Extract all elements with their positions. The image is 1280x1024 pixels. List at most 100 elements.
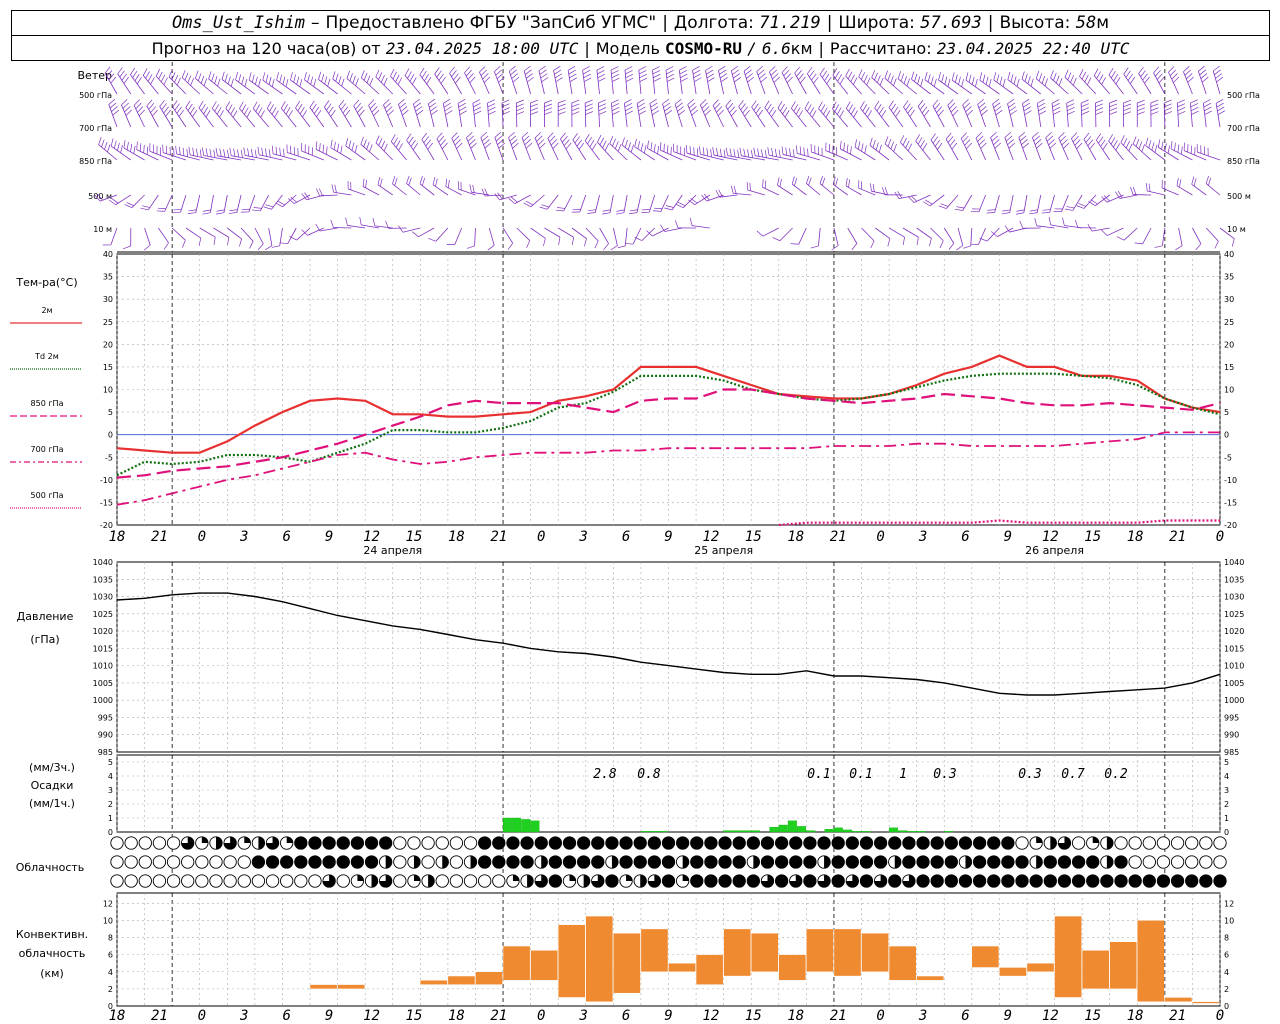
wind-barb-feather: [887, 238, 891, 247]
wind-barb-feather: [664, 106, 672, 112]
wind-barb-feather: [276, 72, 279, 81]
cloud-circle: [152, 836, 167, 850]
wind-barb-feather: [140, 207, 149, 211]
wind-barb-feather: [1183, 66, 1190, 73]
cloud-cover-symbol: [774, 874, 789, 888]
wind-barb-feather: [825, 110, 831, 118]
cloud-circle: [393, 836, 407, 850]
wind-barb-feather: [890, 141, 895, 150]
precip-unit-top: (мм/3ч.): [29, 761, 75, 774]
wind-barb-feather: [991, 231, 998, 237]
conv-tick-right: 2: [1224, 985, 1229, 994]
wind-barb-feather: [1049, 142, 1057, 149]
wind-barb-feather: [949, 102, 956, 110]
wind-barb-shaft: [1132, 143, 1152, 161]
wind-barb-shaft: [847, 227, 858, 244]
wind-barb-feather: [330, 219, 334, 228]
model-label: Модель: [595, 38, 660, 58]
wind-barb-feather: [893, 78, 897, 86]
wind-barb-shaft: [324, 106, 338, 128]
wind-level-label-right: 700 гПа: [1227, 124, 1260, 133]
cloud-fill: [789, 855, 802, 869]
cloud-cover-symbol: [930, 855, 944, 869]
wind-barb-feather: [163, 106, 169, 114]
wind-barb-feather: [539, 206, 548, 210]
wind-barb-feather: [756, 230, 764, 237]
cloud-cover-symbol: [237, 855, 251, 869]
wind-barb-feather: [257, 146, 260, 155]
wind-barb-feather: [473, 106, 481, 112]
wind-barb-shaft: [1120, 142, 1138, 161]
conv-cloud-bar: [695, 954, 724, 985]
cloud-cover-symbol: [732, 836, 746, 850]
wind-barb-feather: [864, 107, 870, 115]
wind-barb-feather: [598, 107, 607, 112]
wind-barb-shaft: [136, 149, 159, 161]
wind-barb-shaft: [108, 104, 118, 128]
wind-barb-feather: [175, 145, 177, 154]
conv-cloud-bar: [475, 971, 503, 985]
wind-barb-feather: [516, 103, 524, 108]
wind-barb-feather: [902, 237, 905, 246]
cloud-fill: [718, 874, 732, 888]
wind-barb-feather: [466, 132, 473, 139]
wind-barb-feather: [261, 147, 264, 156]
wind-barb-feather: [569, 77, 578, 82]
cloud-fill: [704, 874, 718, 888]
cloud-fill: [733, 836, 746, 850]
wind-barb-feather: [299, 78, 303, 87]
wind-barb-shaft: [99, 194, 118, 202]
cloud-fill: [1086, 855, 1099, 869]
wind-barb-feather: [466, 245, 475, 249]
cloud-circle: [393, 855, 407, 869]
wind-barb-shaft: [700, 153, 724, 161]
wind-barb-feather: [869, 183, 872, 192]
wind-barb-feather: [484, 188, 489, 196]
wind-barb-feather: [335, 73, 339, 82]
wind-barb-feather: [585, 103, 593, 108]
wind-barb-feather: [524, 139, 531, 146]
cloud-fill: [492, 836, 506, 850]
wind-barb-shaft: [398, 104, 407, 128]
wind-barb-feather: [1052, 103, 1060, 108]
wind-barb-feather: [893, 106, 899, 114]
wind-barb-feather: [419, 67, 425, 75]
wind-barb-feather: [137, 106, 144, 113]
wind-barb-feather: [555, 77, 563, 83]
cloud-cover-symbol: [803, 855, 817, 869]
cloud-fill: [470, 855, 477, 869]
wind-barb-feather: [1138, 66, 1144, 74]
wind-barb-shaft: [368, 105, 380, 128]
cloud-fill: [945, 836, 958, 850]
wind-barb-feather: [576, 139, 583, 147]
wind-barb-feather: [1081, 71, 1086, 80]
wind-barb-shaft: [315, 149, 338, 161]
temp-tick-right: 20: [1224, 340, 1234, 349]
cloud-cover-symbol: [1142, 836, 1156, 850]
wind-barb-shaft: [1219, 227, 1235, 240]
cloud-cover-symbol: [336, 855, 350, 869]
wind-barb-shaft: [307, 227, 324, 236]
cloud-cover-symbol: [831, 836, 845, 850]
wind-barb-feather: [133, 99, 140, 106]
wind-barb-feather: [408, 177, 412, 186]
wind-barb-feather: [120, 144, 123, 153]
wind-barb-feather: [1090, 199, 1098, 205]
cloud-cover-symbol: [704, 855, 718, 869]
wind-barb-shaft: [671, 194, 683, 211]
wind-barb-feather: [803, 147, 805, 156]
conv-cloud-bar: [1137, 920, 1165, 1002]
wind-barb-feather: [117, 142, 120, 151]
pressure-tick-left: 1040: [93, 558, 113, 567]
pressure-tick-left: 985: [98, 748, 113, 757]
wind-barb-feather: [557, 207, 566, 209]
cloud-fill: [753, 855, 760, 869]
cloud-fill: [945, 855, 958, 869]
wind-barb-feather: [625, 70, 633, 75]
wind-barb-shaft: [348, 188, 366, 196]
wind-barb-feather: [406, 175, 410, 184]
wind-barb-shaft: [1176, 185, 1193, 196]
wind-barb-feather: [878, 107, 884, 115]
precip-bar: [751, 830, 761, 833]
wind-barb-feather: [316, 188, 320, 197]
